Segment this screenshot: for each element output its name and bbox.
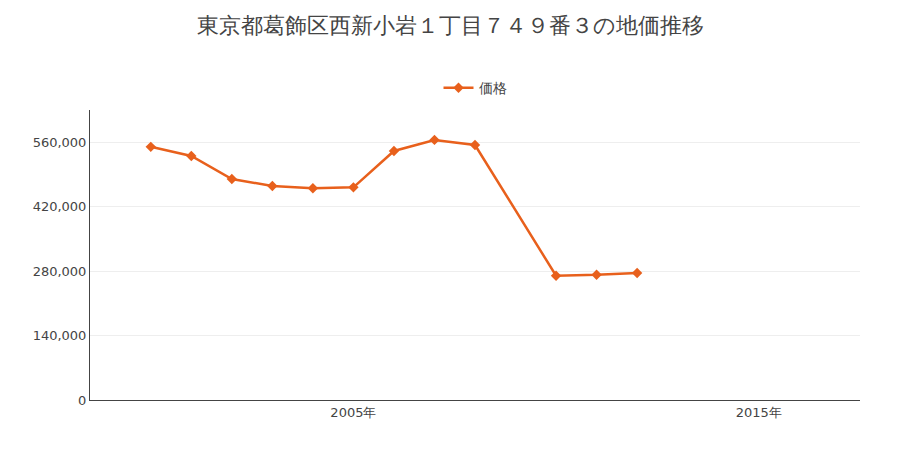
svg-text:2015年: 2015年: [736, 405, 782, 420]
svg-text:560,000: 560,000: [33, 135, 87, 150]
svg-text:280,000: 280,000: [33, 264, 87, 279]
svg-text:東京都葛飾区西新小岩１丁目７４９番３の地価推移: 東京都葛飾区西新小岩１丁目７４９番３の地価推移: [197, 13, 704, 38]
svg-text:2005年: 2005年: [330, 405, 376, 420]
svg-text:420,000: 420,000: [33, 199, 87, 214]
svg-text:0: 0: [78, 393, 86, 408]
svg-text:価格: 価格: [479, 80, 507, 96]
svg-text:140,000: 140,000: [33, 328, 87, 343]
